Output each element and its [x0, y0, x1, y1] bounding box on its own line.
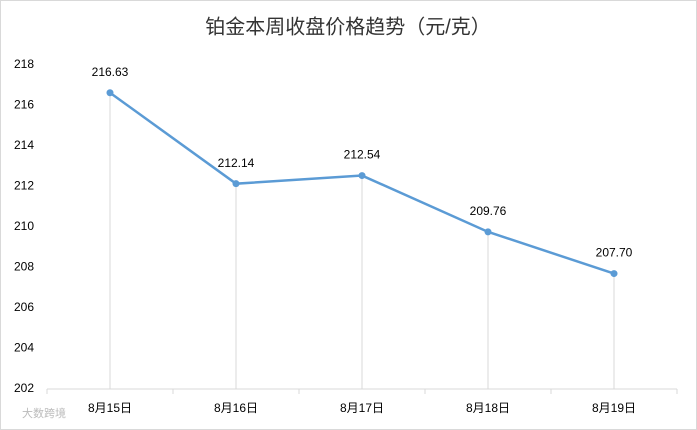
x-tick-label: 8月18日 [466, 401, 510, 415]
data-point [232, 180, 240, 188]
data-point [358, 172, 366, 180]
y-tick-label: 214 [14, 138, 34, 152]
watermark: 大数跨境 [22, 406, 66, 420]
x-tick-label: 8月16日 [214, 401, 258, 415]
y-tick-label: 216 [14, 98, 34, 112]
data-label: 216.63 [92, 65, 129, 79]
data-point [484, 228, 492, 236]
data-label: 212.54 [344, 148, 381, 162]
x-tick-label: 8月19日 [592, 401, 636, 415]
y-tick-label: 202 [14, 381, 34, 395]
data-label: 209.76 [470, 204, 507, 218]
data-point [106, 89, 114, 97]
y-tick-label: 218 [14, 57, 34, 71]
data-point [610, 270, 618, 278]
x-tick-label: 8月15日 [88, 401, 132, 415]
y-tick-label: 206 [14, 300, 34, 314]
y-tick-label: 208 [14, 260, 34, 274]
data-label: 207.70 [596, 246, 633, 260]
chart-title: 铂金本周收盘价格趋势（元/克） [205, 15, 491, 38]
x-tick-label: 8月17日 [340, 401, 384, 415]
y-tick-label: 210 [14, 219, 34, 233]
y-tick-label: 212 [14, 179, 34, 193]
y-tick-label: 204 [14, 341, 34, 355]
data-label: 212.14 [218, 156, 255, 170]
